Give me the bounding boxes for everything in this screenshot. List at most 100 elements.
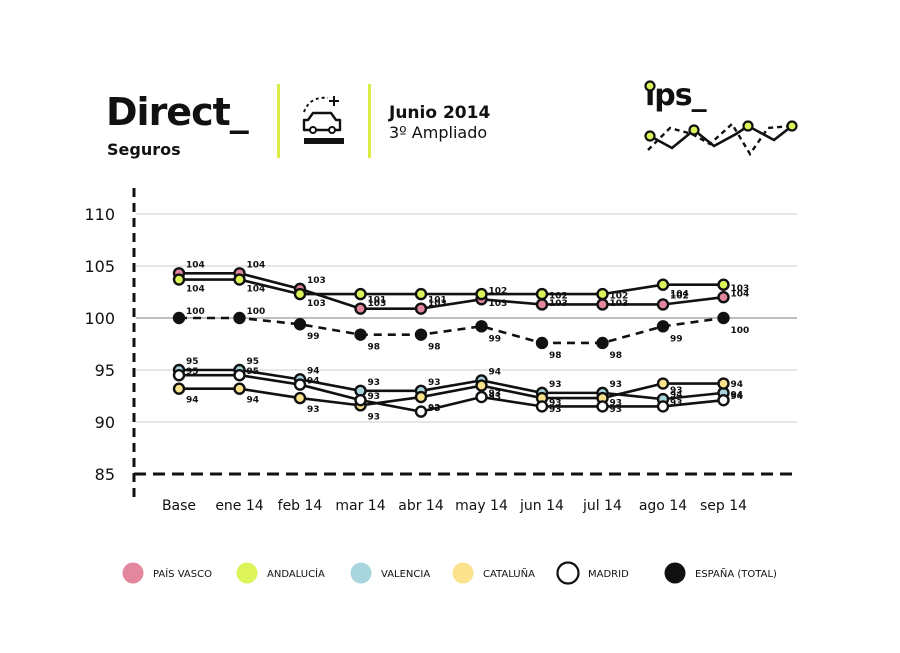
data-point [596,298,609,311]
data-label: 103 [307,299,326,309]
y-tick-label: 85 [95,465,115,484]
data-point [717,278,730,291]
data-label: 93 [610,398,623,408]
data-label: 93 [489,389,502,399]
data-point [656,320,670,333]
legend-label: ESPAÑA (TOTAL) [695,567,777,580]
data-point [475,320,488,333]
data-label: 101 [428,296,447,306]
data-label: 102 [489,286,508,296]
data-label: 104 [247,260,266,270]
x-tick-label: abr 14 [398,498,444,514]
data-label: 93 [670,398,683,408]
data-label: 98 [368,343,381,353]
data-label: 99 [307,332,320,342]
data-label: 93 [428,378,441,388]
data-label: 103 [731,284,750,294]
x-tick-label: jun 14 [519,498,564,514]
data-point [293,318,307,331]
data-label: 104 [731,290,750,300]
data-label: 94 [186,396,199,406]
data-point [293,287,307,301]
data-point [535,298,549,311]
data-label: 95 [247,367,260,377]
divider-right [368,84,371,158]
data-point [535,287,549,301]
data-label: 103 [368,299,387,309]
data-label: 102 [670,291,689,301]
data-label: 94 [731,380,744,390]
data-label: 93 [368,412,381,422]
series-line [179,368,724,401]
data-point [172,311,186,325]
legend-marker [350,562,372,584]
data-label: 104 [247,285,266,295]
data-point [414,390,428,404]
ips-logo: ips_ [645,78,707,113]
data-label: 104 [186,260,205,270]
data-point [354,328,367,341]
legend-label: MADRID [588,569,629,580]
data-point [656,400,670,413]
data-point [414,287,428,301]
x-tick-label: feb 14 [278,498,323,514]
data-point [414,405,428,418]
data-label: 95 [186,357,199,367]
data-point [656,278,670,291]
data-label: 92 [428,404,441,414]
data-label: 93 [610,405,623,415]
data-point [475,287,488,301]
data-point [717,377,730,390]
data-label: 103 [489,299,508,309]
divider-left [277,84,280,158]
data-label: 93 [549,405,562,415]
data-label: 93 [670,386,683,396]
data-point [414,328,428,341]
data-point [475,390,488,404]
data-label: 93 [489,393,502,403]
data-label: 99 [670,334,683,344]
data-point [596,287,609,301]
data-point [535,336,549,350]
data-label: 94 [247,396,260,406]
legend-marker [452,562,474,584]
data-label: 93 [307,405,320,415]
series-line [179,271,724,310]
data-label: 103 [307,276,326,286]
data-point [596,400,609,413]
series-line [179,382,724,407]
car-icon [302,96,344,144]
x-tick-label: mar 14 [335,498,385,514]
data-label: 103 [610,299,629,309]
data-label: 94 [670,391,683,401]
data-point [354,287,367,301]
data-label: 93 [549,398,562,408]
data-label: 94 [489,367,502,377]
data-point [293,391,307,405]
brand-subtitle: Seguros [107,140,181,159]
data-label: 98 [428,343,441,353]
data-point [172,369,186,382]
data-point [293,378,307,391]
legend-label: PAÍS VASCO [153,567,212,580]
data-label: 95 [186,367,199,377]
series-5: 100 100 99 98 98 99 98 98 99 100 [172,307,749,361]
data-point [414,302,428,315]
data-point [475,379,488,392]
data-point [596,336,609,350]
data-point [354,393,367,407]
data-point [233,382,246,395]
data-label: 104 [670,290,689,300]
legend-label: VALENCIA [381,569,430,580]
data-label: 98 [610,351,623,361]
data-label: 94 [307,377,320,387]
data-point [717,311,730,325]
y-tick-label: 95 [95,361,115,380]
data-label: 94 [307,366,320,376]
data-label: 94 [731,391,744,401]
legend-marker [664,562,686,584]
y-tick-label: 105 [84,257,115,276]
data-label: 93 [368,392,381,402]
